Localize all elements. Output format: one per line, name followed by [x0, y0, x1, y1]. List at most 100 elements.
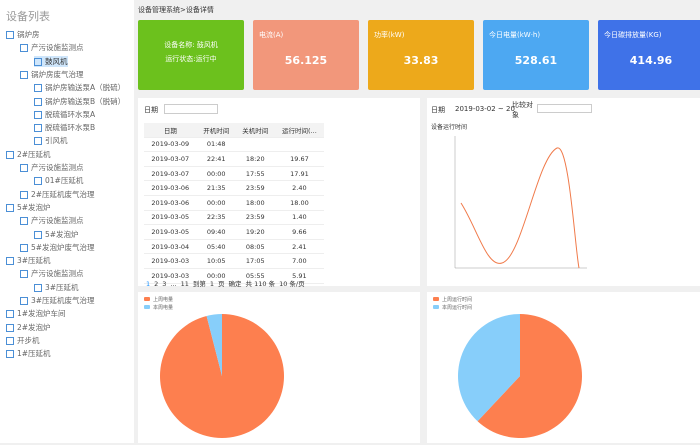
table-cell: 10:05: [196, 253, 236, 269]
date-range[interactable]: 2019-03-02 ~ 20: [455, 105, 515, 113]
tree-icon: [6, 336, 14, 345]
tree-item[interactable]: 1#发泡炉车间: [6, 308, 66, 319]
card-value: 414.96: [629, 54, 673, 67]
table-cell: 2019-03-07: [144, 166, 197, 182]
date-label: 日期: [431, 106, 445, 114]
tree-icon: [20, 70, 28, 79]
table-cell: 08:05: [235, 239, 275, 255]
line-series: [460, 147, 580, 269]
tree-item[interactable]: 鼓风机: [34, 55, 68, 67]
breadcrumb[interactable]: 设备管理系统>设备详情: [138, 6, 214, 14]
tree-item[interactable]: 锅炉房输送泵A（脱硫）: [34, 82, 125, 93]
tree-item[interactable]: 产污设施监测点: [20, 215, 84, 226]
table-row: 2019-03-03 10:05 17:05 7.00: [144, 253, 324, 269]
tree-item[interactable]: 01#压延机: [34, 175, 83, 186]
pagination-size[interactable]: 10 条/页: [279, 280, 305, 288]
table-cell: [235, 137, 275, 153]
tree-item[interactable]: 开步机: [6, 335, 40, 346]
tree-icon: [34, 97, 42, 106]
tree-item[interactable]: 2#发泡炉: [6, 322, 51, 333]
legend-swatch: [144, 305, 150, 309]
tree-label: 1#发泡炉车间: [17, 309, 66, 319]
tree-label: 产污设施监测点: [31, 269, 84, 279]
tree-label: 1#压延机: [17, 349, 51, 359]
page-link[interactable]: 2: [154, 280, 159, 288]
table-row: 2019-03-05 09:40 19:20 9.66: [144, 224, 324, 240]
filter-label: 日期: [144, 106, 158, 114]
tree-label: 锅炉房废气治理: [31, 69, 84, 79]
tree-item[interactable]: 脱硫循环水泵B: [34, 122, 95, 133]
tree-item[interactable]: 产污设施监测点: [20, 42, 84, 53]
tree-icon: [6, 350, 14, 359]
compare-select[interactable]: [537, 104, 592, 113]
stat-card: 今日电量(kW·h) 528.61: [483, 20, 589, 90]
card-title: 今日碳排放量(KG): [604, 31, 662, 39]
tree-label: 产污设施监测点: [31, 43, 84, 53]
tree-item[interactable]: 5#发泡炉: [6, 202, 51, 213]
tree-icon: [6, 31, 14, 39]
table-row: 2019-03-07 00:00 17:55 17.91: [144, 166, 324, 182]
tree-item[interactable]: 5#发泡炉废气治理: [20, 242, 95, 253]
table-row: 2019-03-09 01:48: [144, 137, 324, 153]
table-cell: 2019-03-03: [144, 268, 197, 284]
pagination-confirm[interactable]: 确定: [228, 280, 242, 288]
pagination-page: 1: [209, 280, 215, 288]
tree-icon: [20, 217, 28, 226]
tree-label: 产污设施监测点: [31, 216, 84, 226]
card-value: 56.125: [284, 54, 328, 67]
page-link[interactable]: 1: [146, 280, 151, 288]
tree-item[interactable]: 1#压延机: [6, 348, 51, 359]
table-cell: 18:00: [235, 195, 275, 211]
tree-item[interactable]: 引风机: [34, 135, 68, 146]
page-link[interactable]: 3: [162, 280, 167, 288]
tree-icon: [6, 203, 14, 212]
tree-item[interactable]: 5#发泡炉: [34, 229, 79, 240]
table-cell: 01:48: [196, 137, 236, 153]
tree-item[interactable]: 3#压延机: [6, 255, 51, 266]
tree-icon: [6, 150, 14, 159]
table-cell: 5.91: [274, 268, 324, 284]
table-cell: 7.00: [274, 253, 324, 269]
tree-label: 脱硫循环水泵B: [45, 123, 96, 133]
tree-label: 3#压延机废气治理: [31, 296, 95, 305]
tree-icon: [6, 310, 14, 319]
card-title: 今日电量(kW·h): [489, 31, 541, 39]
tree-icon: [34, 283, 42, 292]
legend-label: 本周运行时间: [442, 304, 472, 311]
column-header: 关机时间: [235, 123, 275, 138]
table-cell: 9.66: [274, 224, 324, 240]
tree-label: 锅炉房: [17, 30, 40, 39]
page-link[interactable]: 11: [180, 280, 189, 288]
table-cell: 18.00: [274, 195, 324, 211]
tree-item[interactable]: 锅炉房: [6, 29, 40, 40]
line-panel: 日期 2019-03-02 ~ 20 比较对象 设备运行时间: [427, 98, 700, 286]
tree-item[interactable]: 3#压延机废气治理: [20, 295, 95, 306]
legend-swatch: [433, 305, 439, 309]
compare-label: 比较对象: [512, 101, 533, 119]
tree-item[interactable]: 3#压延机: [34, 282, 79, 293]
tree-item[interactable]: 锅炉房废气治理: [20, 69, 84, 80]
date-input[interactable]: [164, 104, 218, 114]
legend-label: 上周电量: [153, 296, 173, 303]
tree-icon: [34, 84, 42, 93]
column-header: 开机时间: [196, 123, 236, 138]
page-link[interactable]: ...: [170, 280, 177, 288]
tree-label: 3#压延机: [17, 256, 51, 266]
tree-item[interactable]: 产污设施监测点: [20, 268, 84, 279]
tree-item[interactable]: 产污设施监测点: [20, 162, 84, 173]
card-line: 运行状态:运行中: [165, 55, 217, 63]
table-cell: 00:00: [196, 268, 236, 284]
tree-item[interactable]: 2#压延机废气治理: [20, 189, 95, 200]
card-title: 电流(A): [259, 31, 284, 39]
legend-label: 本周电量: [153, 304, 173, 311]
tree-item[interactable]: 2#压延机: [6, 149, 51, 160]
tree-label: 5#发泡炉: [45, 229, 79, 239]
card-value: 33.83: [403, 54, 439, 67]
tree-item[interactable]: 锅炉房输送泵B（脱硝）: [34, 96, 125, 107]
chart-title: 设备运行时间: [431, 124, 468, 131]
tree-item[interactable]: 脱硫循环水泵A: [34, 109, 95, 120]
tree-icon: [34, 177, 42, 186]
